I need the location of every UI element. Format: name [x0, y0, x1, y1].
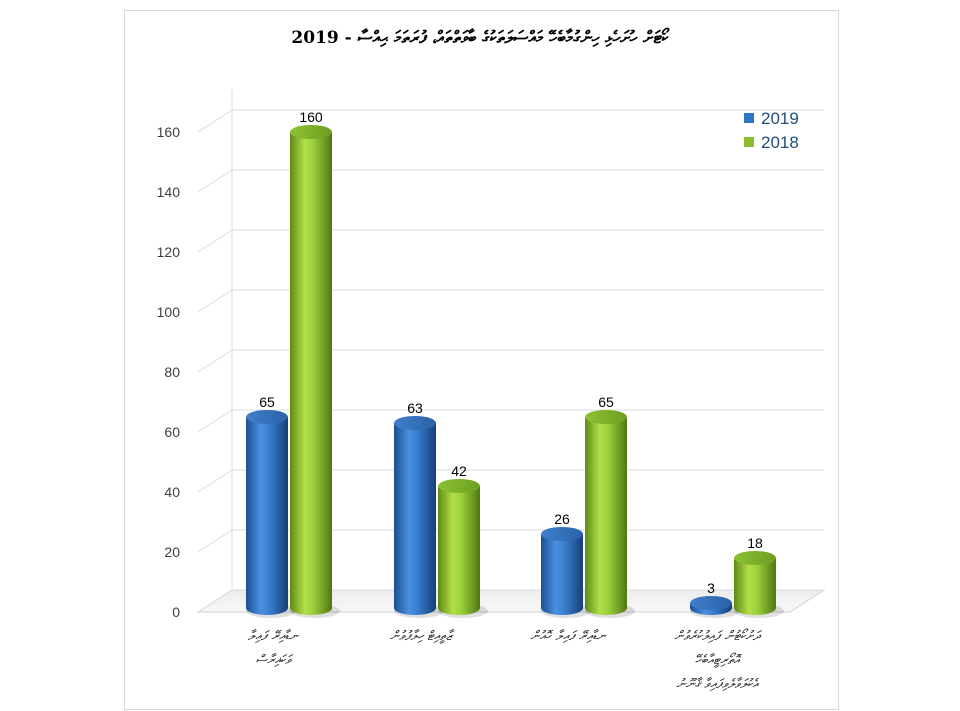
- category-label: ޒާތީއިޓް ހިލާފުވުން: [390, 628, 455, 644]
- bar-body: [438, 486, 480, 615]
- bar-2018-3: [734, 551, 784, 618]
- y-tick-label: 60: [164, 424, 180, 440]
- bar-top: [246, 410, 288, 424]
- bar-2019-1: [394, 416, 444, 618]
- bar-body: [734, 558, 776, 615]
- y-tick-label: 0: [172, 604, 180, 620]
- gridline-side: [197, 589, 233, 613]
- bar-body: [541, 534, 583, 615]
- data-label: 160: [299, 109, 323, 125]
- data-label: 63: [407, 400, 423, 416]
- category-label: އޮތޯރިޓީއާބެހޭ: [695, 652, 743, 668]
- gridline-side: [197, 169, 233, 193]
- chart-title: ކޯޓަށް ހުށަހެޅި ހިންގުމާބެހޭ މައްސަލަތަކ…: [291, 28, 669, 48]
- bar-body: [290, 132, 332, 615]
- bar-body: [585, 417, 627, 615]
- bar-top: [541, 527, 583, 541]
- gridline-side: [197, 529, 233, 553]
- gridline-side: [197, 409, 233, 433]
- category-label: އެކުލަވާލެވިފައިވާ ޤާނޫނު: [676, 676, 760, 692]
- y-tick-label: 160: [157, 124, 181, 140]
- gridline-side: [197, 229, 233, 253]
- data-label: 26: [554, 511, 570, 527]
- legend-swatch-2018: [744, 137, 754, 147]
- data-label: 18: [747, 535, 763, 551]
- category-label: ނޑާއިރޭ ފައިލާ ހޮއުން: [530, 628, 607, 644]
- y-tick-label: 20: [164, 544, 180, 560]
- y-tick-label: 40: [164, 484, 180, 500]
- bar-2019-3: [690, 596, 740, 618]
- bar-top: [290, 125, 332, 139]
- gridline-side: [197, 469, 233, 493]
- bar-2018-2: [585, 410, 635, 618]
- data-label: 65: [259, 394, 275, 410]
- bar-2018-1: [438, 479, 488, 618]
- legend-label-2018: 2018: [761, 133, 799, 152]
- bar-body: [246, 417, 288, 615]
- data-label: 3: [707, 580, 715, 596]
- data-labels: 65 160 63 42 26 65 3 18: [259, 109, 763, 596]
- bar-top: [734, 551, 776, 565]
- bar-body: [394, 423, 436, 615]
- bars: [246, 125, 784, 618]
- gridline-side: [197, 109, 233, 133]
- legend-swatch-2019: [744, 113, 754, 123]
- y-axis: 0 20 40 60 80 100 120 140 160: [157, 124, 181, 620]
- legend-label-2019: 2019: [761, 109, 799, 128]
- data-label: 65: [598, 394, 614, 410]
- category-label: ނޑާއިރޭ ފައިލާ: [248, 628, 300, 644]
- x-axis-categories: ނޑާއިރޭ ފައިލާ ވަކަޣިރާސް ޒާތީއިޓް ހިލާފުވ…: [248, 628, 763, 692]
- y-tick-label: 80: [164, 364, 180, 380]
- category-label: ވަކަޣިރާސް: [256, 652, 294, 668]
- y-tick-label: 140: [157, 184, 181, 200]
- y-tick-label: 100: [157, 304, 181, 320]
- bar-top: [585, 410, 627, 424]
- category-label: ދަށުކޯޓުން ފައިލުކުރެވުން: [674, 628, 762, 644]
- bar-2019-0: [246, 410, 296, 618]
- bar-2018-0: [290, 125, 340, 618]
- gridline-side: [197, 289, 233, 313]
- bar-2019-2: [541, 527, 591, 618]
- data-label: 42: [451, 463, 467, 479]
- y-tick-label: 120: [157, 244, 181, 260]
- bar-top: [438, 479, 480, 493]
- bar-top: [394, 416, 436, 430]
- bar-top: [690, 596, 732, 610]
- gridline-side: [197, 349, 233, 373]
- legend: 2019 2018: [744, 109, 799, 152]
